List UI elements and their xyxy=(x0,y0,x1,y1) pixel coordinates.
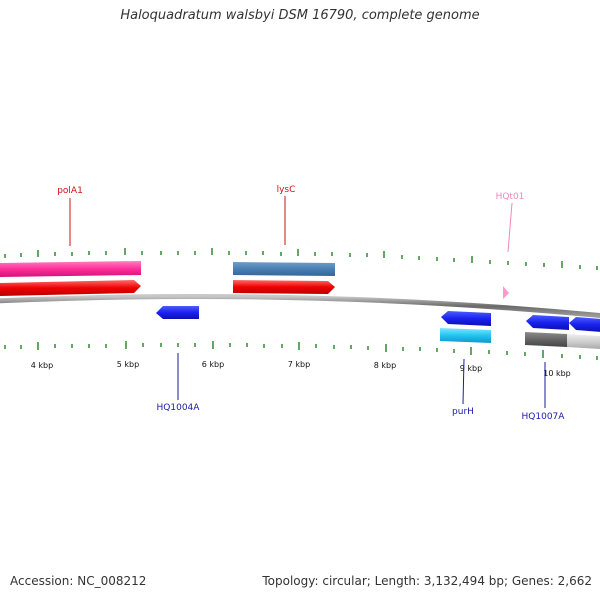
map-title: Haloquadratum walsbyi DSM 16790, complet… xyxy=(120,8,480,23)
scale-label-10kbp: 10 kbp xyxy=(543,369,571,378)
gene-polA1-red[interactable] xyxy=(0,280,141,296)
gene-label-hqt01: HQt01 xyxy=(496,192,525,202)
gene-purH-blue[interactable] xyxy=(441,311,491,326)
label-leader-lines xyxy=(69,196,546,408)
scale-label-9kbp: 9 kbp xyxy=(460,364,482,373)
gene-label-lysC: lysC xyxy=(277,185,296,195)
scale-label-5kbp: 5 kbp xyxy=(117,360,139,369)
gene-label-purH: purH xyxy=(452,407,474,417)
gene-lysC-steel[interactable] xyxy=(233,262,335,276)
gene-hq1007a-grey-light[interactable] xyxy=(567,334,600,349)
gene-polA1-pink[interactable] xyxy=(0,261,141,277)
gene-hq1007a-blue-1[interactable] xyxy=(526,315,569,330)
gene-label-polA1: polA1 xyxy=(57,186,83,196)
gene-label-hq1007a: HQ1007A xyxy=(522,412,566,422)
accession-text: Accession: NC_008212 xyxy=(10,574,147,588)
gene-hqt01-trna[interactable] xyxy=(503,286,509,299)
gene-lysC-red[interactable] xyxy=(233,280,335,294)
genome-summary-text: Topology: circular; Length: 3,132,494 bp… xyxy=(262,574,592,588)
scale-label-6kbp: 6 kbp xyxy=(202,360,224,369)
scale-label-4kbp: 4 kbp xyxy=(31,361,53,370)
scale-label-7kbp: 7 kbp xyxy=(288,360,310,369)
gene-hq1007a-blue-2[interactable] xyxy=(569,317,600,332)
gene-purH-cyan[interactable] xyxy=(440,328,491,343)
gene-hq1007a-grey-dark[interactable] xyxy=(525,332,567,347)
scale-label-8kbp: 8 kbp xyxy=(374,361,396,370)
gene-label-hq1004a: HQ1004A xyxy=(157,403,201,413)
genome-backbone xyxy=(0,293,600,319)
outer-ticks xyxy=(4,248,598,270)
inner-ticks xyxy=(4,341,598,360)
gene-hq1004a[interactable] xyxy=(156,306,199,319)
